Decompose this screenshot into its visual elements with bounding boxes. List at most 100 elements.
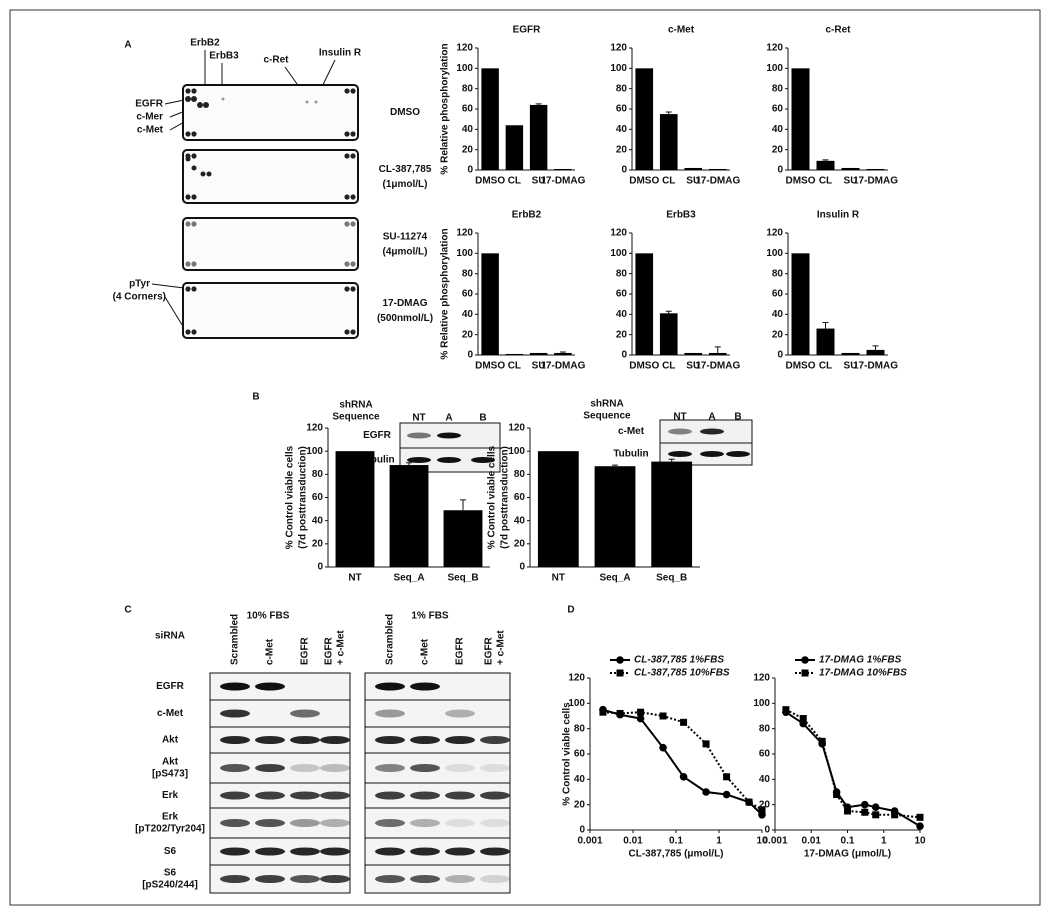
- y-tick-label: 80: [462, 268, 474, 279]
- bar: [708, 352, 727, 355]
- error-bar: [460, 499, 466, 511]
- spot-label: Insulin R: [319, 48, 362, 59]
- bar: [594, 466, 636, 567]
- corner-spot: [344, 329, 350, 335]
- x-tick-label: NT: [552, 573, 565, 584]
- y-axis-label: % Control viable cells: [285, 445, 296, 549]
- blot-band: [726, 451, 750, 457]
- x-tick-label: 17-DMAG: [695, 361, 740, 372]
- condition-dose: (4μmol/L): [382, 247, 427, 258]
- corner-spot: [344, 194, 350, 200]
- bar: [335, 451, 375, 567]
- blot-band: [407, 432, 431, 439]
- blot-band: [480, 875, 510, 883]
- blot-band: [375, 791, 405, 800]
- shrna-header: Sequence: [332, 412, 380, 423]
- y-tick-label: 20: [759, 799, 771, 810]
- corner-spot: [350, 194, 356, 200]
- lane-label: EGFR: [300, 636, 311, 665]
- corner-spot: [191, 261, 197, 267]
- y-tick-label: 20: [616, 329, 628, 340]
- y-tick-label: 80: [759, 723, 771, 734]
- y-tick-label: 100: [456, 63, 473, 74]
- y-axis-label: (7d posttransduction): [500, 446, 511, 549]
- lane-label: Scrambled: [230, 614, 241, 665]
- lane-label: EGFR: [455, 636, 466, 665]
- array-spot: [206, 171, 212, 177]
- x-tick-label: DMSO: [475, 361, 505, 372]
- x-tick-label: SU: [532, 176, 546, 187]
- bar: [816, 328, 835, 355]
- x-tick-label: 0.001: [762, 836, 787, 847]
- x-axis-label: CL-387,785 (μmol/L): [628, 849, 723, 860]
- series-line: [785, 708, 921, 819]
- x-tick-label: CL: [662, 176, 675, 187]
- y-tick-label: 0: [317, 562, 323, 573]
- blot-row-label: Akt: [162, 757, 179, 768]
- y-tick-label: 100: [456, 248, 473, 259]
- chart-title: Insulin R: [817, 210, 860, 221]
- shrna-header: shRNA: [339, 400, 372, 411]
- blot-row-label: Erk: [162, 812, 179, 823]
- corner-spot: [344, 153, 350, 159]
- legend-label: 17-DMAG 10%FBS: [819, 668, 907, 679]
- figure-frame: [9, 9, 1041, 906]
- blot-band: [375, 709, 405, 718]
- corner-spot: [344, 286, 350, 292]
- blot-band: [407, 457, 431, 463]
- marker: [702, 740, 710, 748]
- condition-label: CL-387,785: [379, 164, 432, 175]
- y-tick-label: 0: [621, 350, 627, 361]
- x-tick-label: 0.1: [669, 836, 683, 847]
- blot-band: [320, 819, 350, 827]
- x-tick-label: 1: [881, 836, 887, 847]
- marker: [758, 806, 766, 814]
- corner-spot: [350, 131, 356, 137]
- bar: [481, 68, 499, 170]
- bar: [684, 167, 703, 170]
- blot-band: [220, 736, 250, 744]
- y-tick-label: 100: [753, 698, 770, 709]
- blot-band: [320, 791, 350, 800]
- y-tick-label: 0: [579, 825, 585, 836]
- array-spot: [221, 97, 225, 101]
- x-tick-label: CL: [508, 361, 521, 372]
- blot-band: [375, 847, 405, 856]
- corner-spot: [344, 261, 350, 267]
- array-membrane: [182, 282, 359, 339]
- error-bar: [714, 346, 721, 353]
- x-tick-label: NT: [348, 573, 361, 584]
- lane-label: Scrambled: [385, 614, 396, 665]
- y-tick-label: 80: [616, 268, 628, 279]
- condition-label: DMSO: [390, 107, 420, 118]
- corner-spot: [185, 131, 191, 137]
- arrow: [164, 99, 185, 105]
- y-tick-label: 60: [462, 104, 474, 115]
- marker: [679, 773, 688, 781]
- y-tick-label: 0: [621, 165, 627, 176]
- lane-label: A: [445, 413, 452, 424]
- lane-label: + c-Met: [336, 630, 347, 665]
- blot-row-label: S6: [164, 846, 177, 857]
- shrna-header: Sequence: [583, 411, 631, 422]
- array-membrane: [182, 217, 359, 271]
- chart-title: ErbB3: [666, 210, 696, 221]
- corner-spot: [191, 221, 197, 227]
- marker: [702, 788, 710, 796]
- blot-band: [410, 764, 440, 772]
- panel-label: C: [124, 605, 131, 616]
- marker: [616, 709, 624, 717]
- blot-band: [410, 682, 440, 691]
- y-tick-label: 20: [312, 538, 324, 549]
- x-tick-label: 17-DMAG: [540, 361, 585, 372]
- x-tick-label: SU: [686, 361, 700, 372]
- blot-band: [255, 819, 285, 827]
- bar: [389, 465, 429, 567]
- x-tick-label: DMSO: [786, 361, 816, 372]
- spot-label: c-Ret: [263, 55, 289, 66]
- y-tick-label: 0: [777, 350, 783, 361]
- corner-spot: [191, 88, 197, 94]
- panel-label: A: [124, 40, 131, 51]
- y-tick-label: 100: [766, 63, 783, 74]
- x-tick-label: Seq_B: [447, 573, 478, 584]
